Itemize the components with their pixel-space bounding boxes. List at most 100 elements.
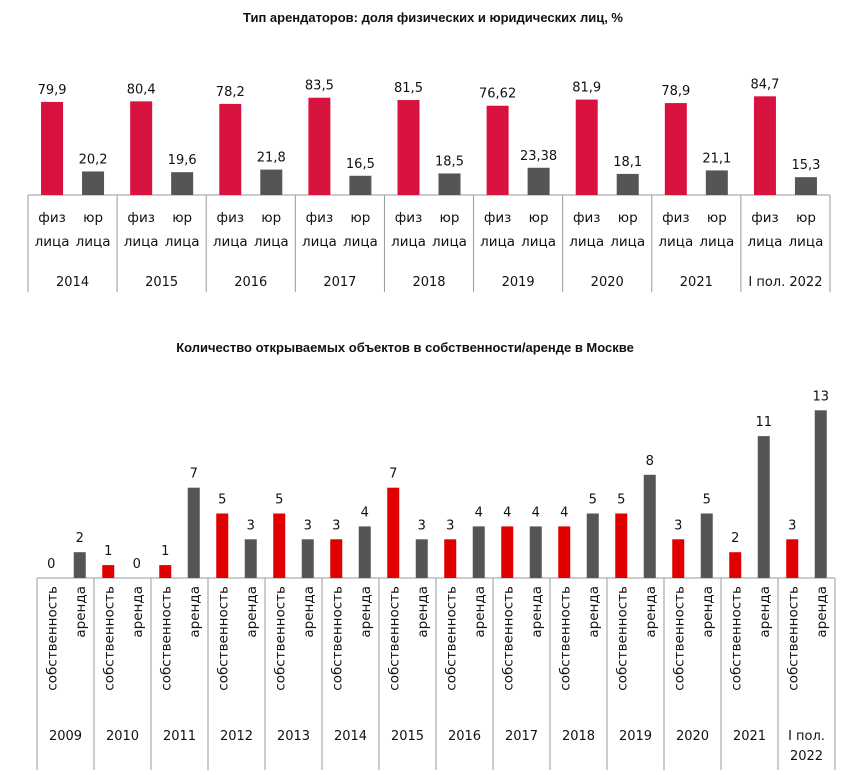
group-label: 2011 — [163, 729, 196, 744]
bar — [586, 513, 599, 578]
subcategory-label: физ — [127, 210, 155, 226]
subcategory-label: собственность — [215, 586, 231, 691]
bar — [753, 96, 776, 195]
data-label: 21,1 — [702, 151, 731, 166]
chart-title: Количество открываемых объектов в собств… — [176, 340, 634, 355]
bar — [527, 167, 550, 195]
data-label: 2 — [731, 531, 739, 546]
bar — [219, 103, 242, 195]
data-label: 1 — [161, 544, 169, 559]
bar — [301, 539, 314, 578]
data-label: 3 — [247, 518, 255, 533]
data-label: 16,5 — [346, 157, 375, 172]
subcategory-label: аренда — [130, 586, 146, 638]
data-label: 2 — [76, 531, 84, 546]
bar — [41, 101, 64, 195]
subcategory-label: юр — [796, 210, 816, 226]
data-label: 3 — [304, 518, 312, 533]
data-label: 0 — [133, 557, 141, 572]
subcategory-label: собственность — [500, 586, 516, 691]
bar — [664, 103, 687, 195]
data-label: 19,6 — [168, 153, 197, 168]
data-label: 5 — [218, 493, 226, 508]
subcategory-label: лица — [343, 234, 378, 250]
bar — [397, 100, 420, 195]
subcategory-label: юр — [529, 210, 549, 226]
subcategory-label: аренда — [358, 586, 374, 638]
data-label: 18,1 — [613, 155, 642, 170]
bar — [216, 513, 229, 578]
bar — [643, 474, 656, 578]
bar — [415, 539, 428, 578]
subcategory-label: аренда — [586, 586, 602, 638]
group-label: 2019 — [619, 729, 652, 744]
subcategory-label: аренда — [700, 586, 716, 638]
data-label: 4 — [532, 505, 540, 520]
subcategory-label: лица — [699, 234, 734, 250]
subcategory-label: физ — [484, 210, 512, 226]
group-label: 2020 — [591, 275, 624, 290]
bar — [705, 170, 728, 195]
subcategory-label: юр — [618, 210, 638, 226]
subcategory-label: лица — [748, 234, 783, 250]
subcategory-label: лица — [165, 234, 200, 250]
data-label: 3 — [788, 518, 796, 533]
bar — [501, 526, 514, 578]
group-label: I пол. — [788, 729, 825, 744]
subcategory-label: лица — [789, 234, 824, 250]
subcategory-label: аренда — [757, 586, 773, 638]
bar — [814, 410, 827, 578]
data-label: 81,5 — [394, 81, 423, 96]
data-label: 4 — [503, 505, 511, 520]
subcategory-label: лица — [391, 234, 426, 250]
group-label: 2019 — [502, 275, 535, 290]
subcategory-label: аренда — [814, 586, 830, 638]
group-label: 2014 — [334, 729, 367, 744]
data-label: 20,2 — [79, 152, 108, 167]
group-label: 2013 — [277, 729, 310, 744]
subcategory-label: лица — [213, 234, 248, 250]
data-label: 81,9 — [572, 81, 601, 96]
group-label: 2016 — [234, 275, 267, 290]
group-label: 2022 — [790, 749, 823, 764]
bar — [308, 97, 331, 195]
data-label: 5 — [703, 493, 711, 508]
subcategory-label: физ — [217, 210, 245, 226]
group-label: 2015 — [391, 729, 424, 744]
bar — [444, 539, 457, 578]
bar — [529, 526, 542, 578]
subcategory-label: собственность — [728, 586, 744, 691]
bar — [616, 173, 639, 195]
subcategory-label: физ — [38, 210, 66, 226]
subcategory-label: лица — [76, 234, 111, 250]
subcategory-label: собственность — [44, 586, 60, 691]
data-label: 4 — [475, 505, 483, 520]
bar — [159, 565, 172, 578]
bar — [260, 169, 283, 195]
data-label: 4 — [361, 505, 369, 520]
group-label: 2015 — [145, 275, 178, 290]
data-label: 3 — [674, 518, 682, 533]
subcategory-label: юр — [440, 210, 460, 226]
subcategory-label: юр — [261, 210, 281, 226]
bar — [273, 513, 286, 578]
subcategory-label: собственность — [386, 586, 402, 691]
data-label: 1 — [104, 544, 112, 559]
data-label: 13 — [812, 389, 829, 404]
data-label: 76,62 — [479, 87, 516, 102]
bar — [672, 539, 685, 578]
data-label: 15,3 — [791, 158, 820, 173]
subcategory-label: юр — [707, 210, 727, 226]
subcategory-label: аренда — [415, 586, 431, 638]
subcategory-label: собственность — [272, 586, 288, 691]
subcategory-label: собственность — [329, 586, 345, 691]
bar — [558, 526, 571, 578]
group-label: 2010 — [106, 729, 139, 744]
group-label: 2012 — [220, 729, 253, 744]
bar — [729, 552, 742, 578]
bar — [349, 175, 372, 195]
subcategory-label: физ — [751, 210, 779, 226]
group-label: 2014 — [56, 275, 89, 290]
subcategory-label: лица — [254, 234, 289, 250]
